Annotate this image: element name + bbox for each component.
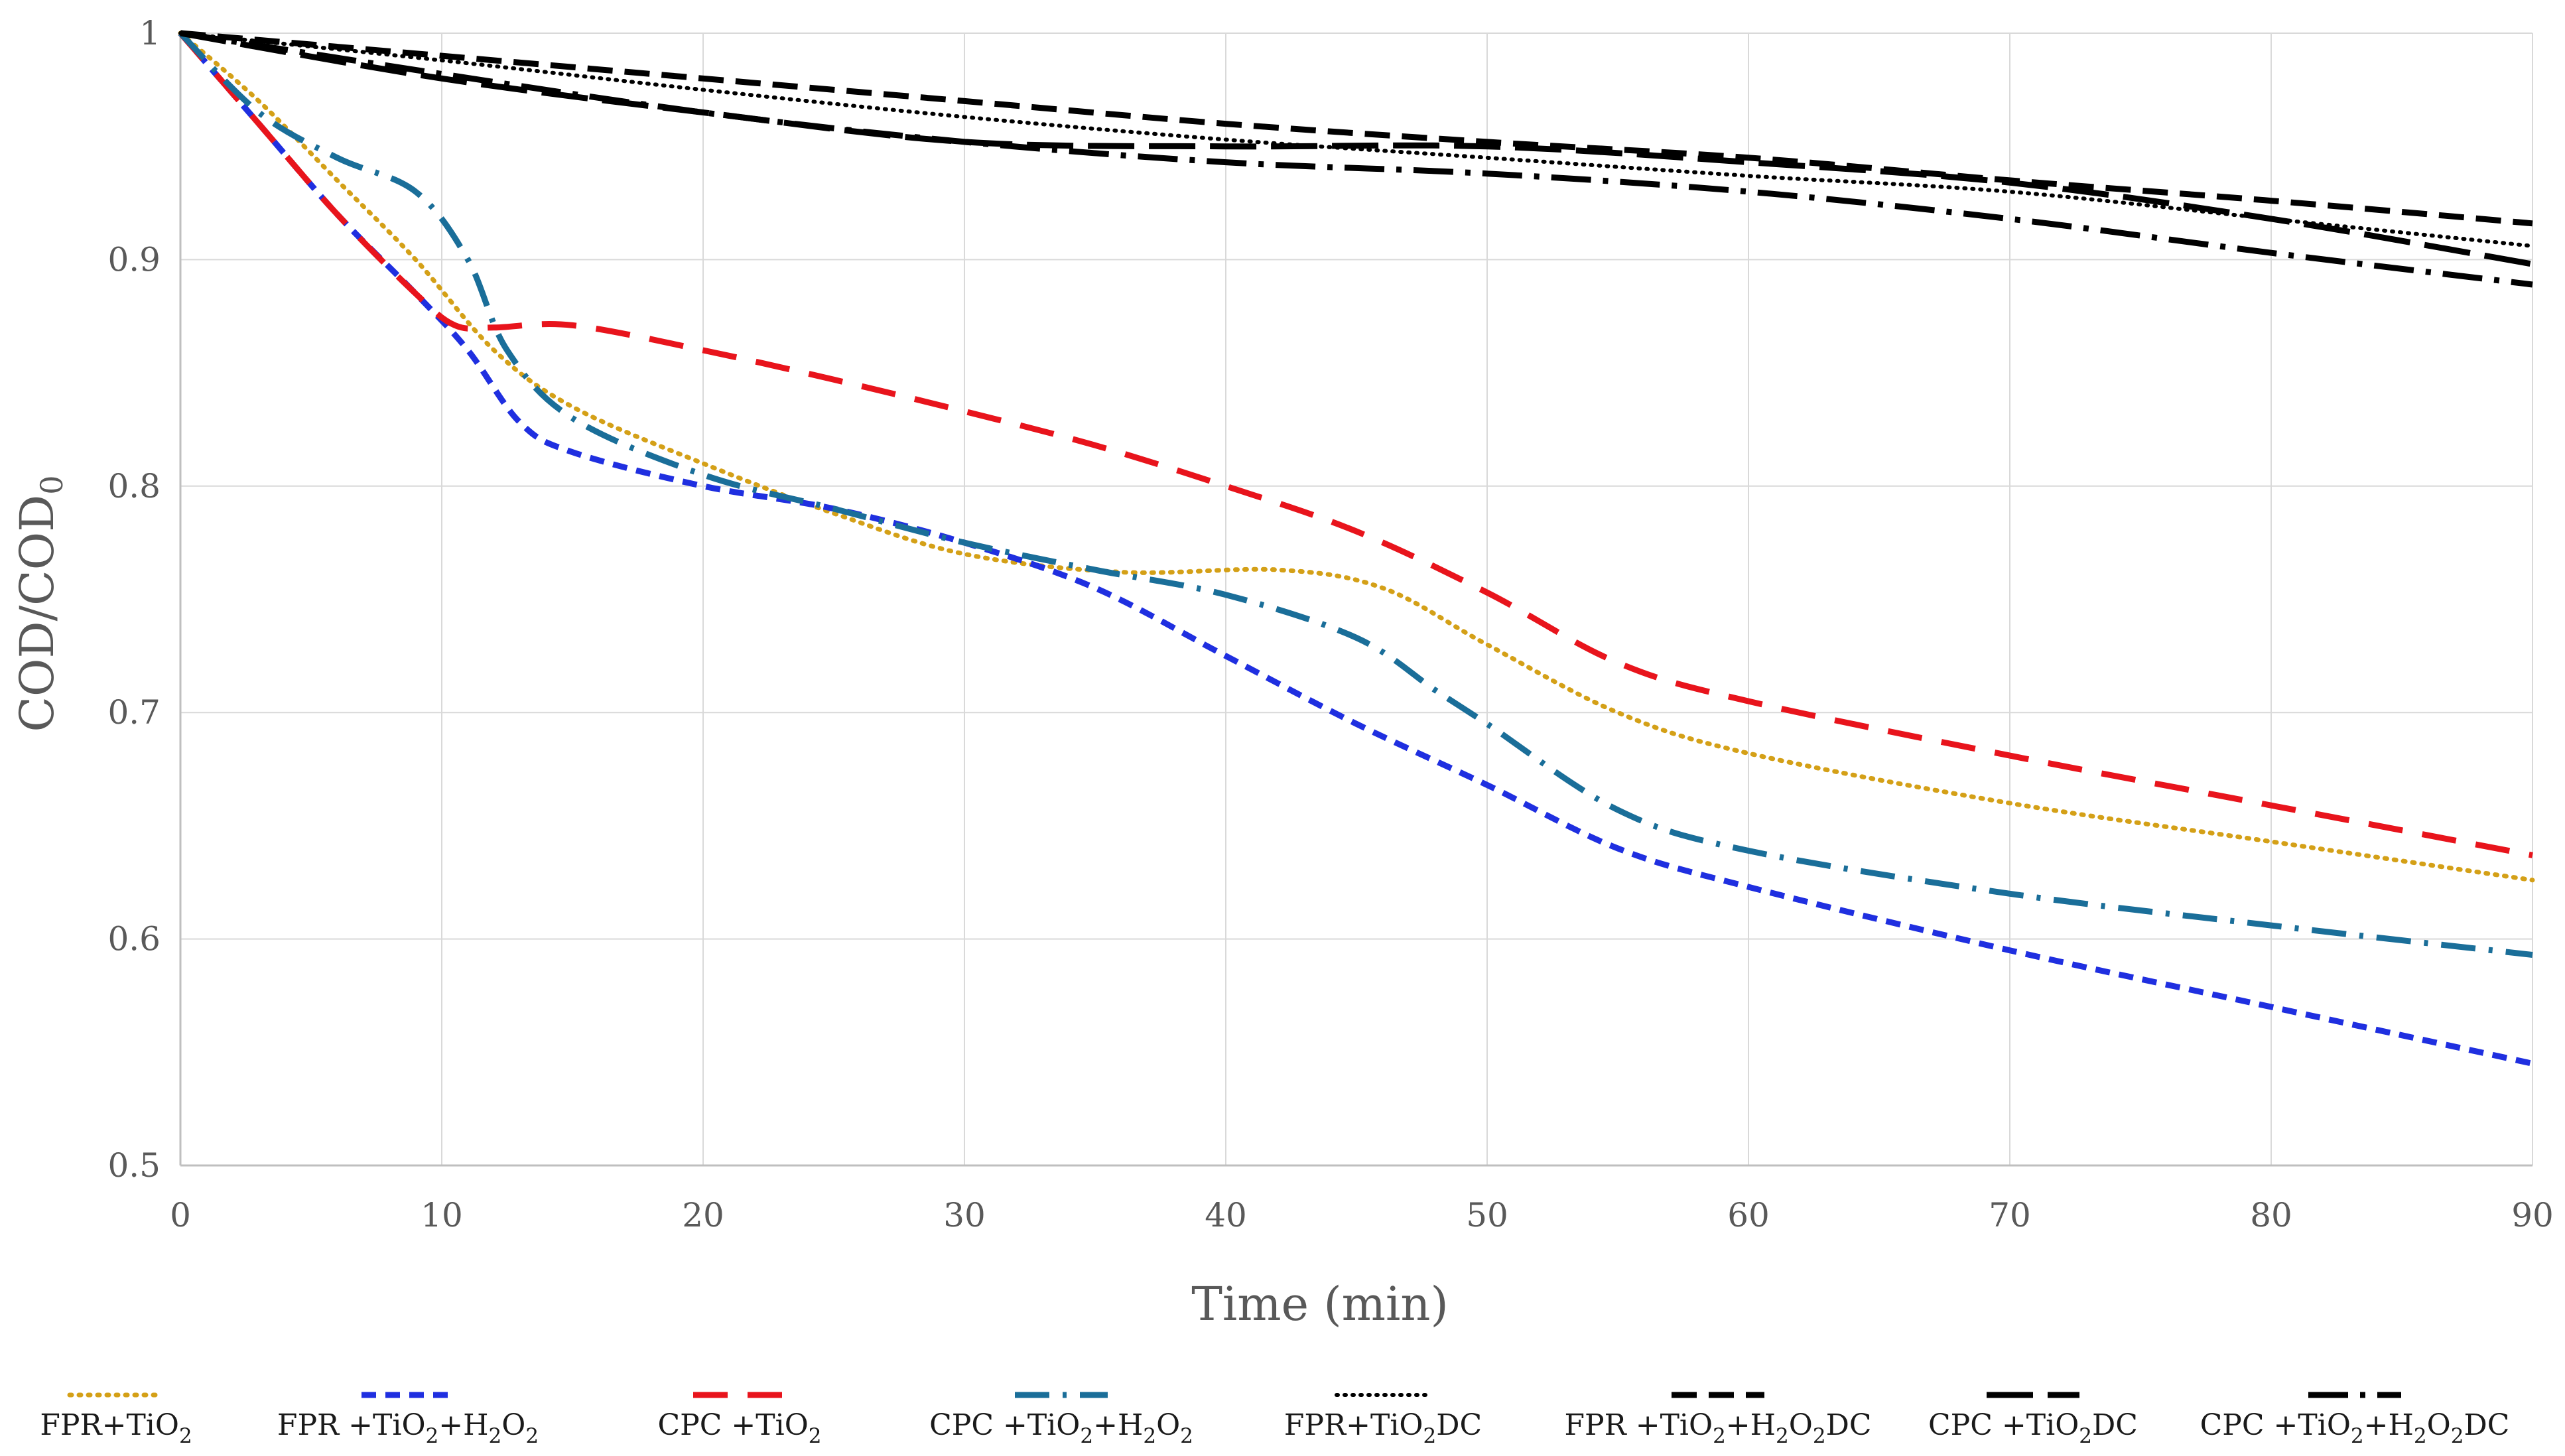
series-line-fpr-tio2-h2o2 — [178, 31, 2533, 1067]
x-tick-label: 10 — [421, 1196, 463, 1234]
legend-label-text: CPC +TiO — [1928, 1408, 2079, 1442]
legend-label-subscript: 2 — [525, 1424, 539, 1448]
legend-label-subscript: 2 — [489, 1424, 502, 1448]
legend-label: FPR+TiO2 — [40, 1408, 192, 1448]
legend-label-subscript: 2 — [179, 1424, 192, 1448]
legend-label: CPC +TiO2DC — [1928, 1408, 2138, 1448]
legend-label-subscript: 2 — [1080, 1424, 1093, 1448]
legend-label-text: O — [2427, 1408, 2451, 1442]
x-tick-label: 0 — [170, 1196, 191, 1234]
series-line-cpc-tio2-h2o2 — [178, 31, 2533, 958]
legend-label: CPC +TiO2 — [657, 1408, 821, 1448]
legend-label: FPR +TiO2+H2O2 — [277, 1408, 539, 1448]
axes — [179, 33, 2532, 1167]
y-tick-label: 0.9 — [107, 240, 161, 279]
legend-label-text: DC — [1436, 1408, 1482, 1442]
legend-label-subscript: 2 — [2451, 1424, 2464, 1448]
y-axis-title-subscript: 0 — [34, 475, 70, 494]
tick-labels: 0.50.60.70.80.910 10 20 30 40 50 60 70 80 90 — [107, 14, 2553, 1234]
legend-label-subscript: 2 — [426, 1424, 439, 1448]
x-tick-label: 60 — [1727, 1196, 1770, 1234]
x-tick-label: 20 — [682, 1196, 724, 1234]
legend-label-subscript: 2 — [1813, 1424, 1826, 1448]
legend-label-subscript: 2 — [1776, 1424, 1789, 1448]
y-tick-label: 0.6 — [107, 920, 161, 959]
legend-label-text: DC — [2092, 1408, 2138, 1442]
x-tick-label: 30 — [943, 1196, 986, 1234]
series-line-cpc-tio2-dc — [180, 30, 2533, 267]
y-tick-label: 0.7 — [107, 693, 161, 732]
y-axis-title: COD/COD0 — [10, 475, 70, 732]
series-line-cpc-tio2 — [178, 31, 2533, 858]
y-tick-label: 0.8 — [107, 467, 161, 505]
legend-label-text: O — [501, 1408, 525, 1442]
legend-label-text: CPC +TiO — [929, 1408, 1080, 1442]
series-line-fpr-tio2-h2o2-dc — [180, 30, 2533, 227]
legend-label-text: FPR+TiO — [40, 1408, 179, 1442]
legend-label-text: FPR+TiO — [1284, 1408, 1423, 1442]
series-lines — [178, 30, 2535, 1067]
y-axis-title-main: COD/COD — [10, 495, 64, 732]
legend-label-text: +H — [438, 1408, 488, 1442]
legend-label-text: CPC +TiO — [2200, 1408, 2351, 1442]
legend-label-subscript: 2 — [2351, 1424, 2364, 1448]
x-axis-title: Time (min) — [1191, 1277, 1449, 1331]
legend-label-subscript: 2 — [2414, 1424, 2427, 1448]
legend-label-text: DC — [2464, 1408, 2509, 1442]
legend-label-subscript: 2 — [1143, 1424, 1156, 1448]
y-tick-label: 0.5 — [107, 1146, 161, 1185]
legend-label-subscript: 2 — [1423, 1424, 1436, 1448]
x-tick-label: 50 — [1466, 1196, 1508, 1234]
x-tick-label: 90 — [2511, 1196, 2554, 1234]
series-line-fpr-tio2 — [178, 31, 2535, 883]
y-tick-label: 1 — [139, 14, 161, 52]
legend-label-text: +H — [1093, 1408, 1143, 1442]
series-line-fpr-tio2-dc — [178, 31, 2534, 248]
legend-label: CPC +TiO2+H2O2DC — [2200, 1408, 2510, 1448]
legend-label-text: FPR +TiO — [1564, 1408, 1713, 1442]
series-line-cpc-tio2-h2o2-dc — [180, 30, 2533, 288]
legend: FPR+TiO2 FPR +TiO2+H2O2 CPC +TiO2 CPC +TiO2… — [40, 1392, 2510, 1448]
legend-label-text: CPC +TiO — [657, 1408, 808, 1442]
legend-label: CPC +TiO2+H2O2 — [929, 1408, 1193, 1448]
legend-label: FPR +TiO2+H2O2DC — [1564, 1408, 1871, 1448]
legend-label-subscript: 2 — [2079, 1424, 2092, 1448]
legend-label-text: O — [1156, 1408, 1180, 1442]
legend-label-subscript: 2 — [809, 1424, 822, 1448]
legend-label-text: O — [1789, 1408, 1813, 1442]
legend-label-subscript: 2 — [1713, 1424, 1726, 1448]
gridlines — [180, 33, 2533, 1165]
legend-label-text: +H — [1726, 1408, 1776, 1442]
x-tick-label: 70 — [1989, 1196, 2031, 1234]
legend-label-subscript: 2 — [1180, 1424, 1193, 1448]
legend-label-text: FPR +TiO — [277, 1408, 426, 1442]
legend-label-text: +H — [2364, 1408, 2414, 1442]
x-tick-label: 40 — [1205, 1196, 1247, 1234]
legend-label: FPR+TiO2DC — [1284, 1408, 1482, 1448]
x-tick-label: 80 — [2250, 1196, 2292, 1234]
legend-label-text: DC — [1826, 1408, 1872, 1442]
